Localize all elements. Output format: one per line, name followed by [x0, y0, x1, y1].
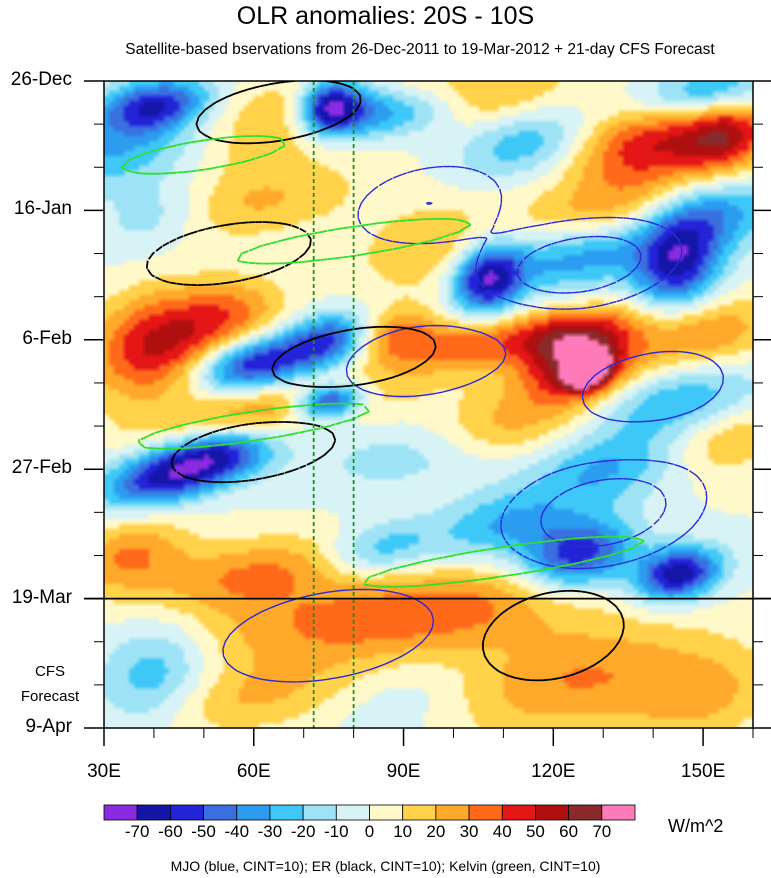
colorbar-level-label: 60 [559, 822, 579, 841]
x-tick-label: 120E [531, 761, 576, 782]
colorbar-level-label: -60 [158, 822, 183, 841]
colorbar-level-label: 20 [426, 822, 446, 841]
colorbar-level-label: 10 [393, 822, 413, 841]
colorbar-level-label: -30 [257, 822, 283, 841]
colorbar-swatch [435, 804, 470, 821]
colorbar-level-label: -70 [124, 822, 150, 841]
colorbar-level-label: 40 [492, 822, 512, 841]
x-tick-label: 60E [236, 761, 271, 782]
colorbar-swatch [335, 804, 370, 821]
y-tick-label: 26-Dec [10, 69, 72, 90]
reference-longitude-lines [312, 81, 355, 728]
colorbar-swatch [402, 804, 437, 821]
colorbar-level-label: -20 [290, 822, 316, 841]
colorbar-swatch [136, 804, 171, 821]
chart-title: OLR anomalies: 20S - 10S [236, 2, 535, 30]
er-contour-level [195, 81, 625, 682]
y-tick-label: 19-Mar [11, 586, 72, 608]
colorbar-level-label: -50 [191, 822, 216, 841]
colorbar-swatch [236, 804, 271, 821]
forecast-label-line2: Forecast [20, 688, 80, 705]
mjo-contour-level [357, 165, 708, 570]
contour-footnote: MJO (blue, CINT=10); ER (black, CINT=10)… [170, 858, 601, 874]
chart-subtitle: Satellite-based bservations from 26-Dec-… [125, 41, 715, 58]
colorbar [103, 804, 636, 821]
colorbar-units: W/m^2 [668, 816, 724, 836]
colorbar-swatch [468, 804, 503, 821]
colorbar-swatch [501, 804, 536, 821]
colorbar-level-label: -40 [224, 822, 250, 841]
colorbar-swatch [601, 804, 636, 821]
kelvin-contour-level [120, 135, 645, 588]
colorbar-level-label: -10 [324, 822, 349, 841]
colorbar-level-label: 0 [364, 822, 375, 841]
er-contour-level [145, 221, 337, 484]
colorbar-swatch [269, 804, 304, 821]
colorbar-level-label: 50 [525, 822, 545, 841]
colorbar-swatch [169, 804, 204, 821]
mjo-contour [222, 165, 724, 683]
plot-frame [103, 80, 754, 729]
colorbar-swatch [369, 804, 404, 821]
colorbar-level-label: 70 [592, 822, 612, 841]
olr-anomaly-field [104, 81, 753, 728]
x-tick-label: 90E [386, 761, 421, 782]
colorbar-swatch [103, 804, 138, 821]
contour-layer [120, 81, 724, 683]
colorbar-swatch [535, 804, 570, 821]
kelvin-contour [120, 135, 645, 588]
axis-ticks [84, 80, 771, 746]
colorbar-level-label: 30 [459, 822, 479, 841]
colorbar-swatch [568, 804, 603, 821]
mjo-contour-level [222, 324, 724, 683]
y-tick-label: 27-Feb [11, 457, 72, 479]
forecast-label-line1: CFS [35, 663, 65, 680]
x-tick-label: 30E [87, 761, 121, 782]
colorbar-swatch [302, 804, 337, 821]
colorbar-swatch [203, 804, 238, 821]
y-tick-label: 6-Feb [22, 327, 72, 349]
er-contour [145, 81, 625, 682]
x-tick-label: 150E [680, 761, 726, 782]
y-tick-label: 16-Jan [13, 198, 72, 220]
y-tick-label: 9-Apr [25, 716, 72, 737]
mjo-contour-level [426, 201, 667, 548]
